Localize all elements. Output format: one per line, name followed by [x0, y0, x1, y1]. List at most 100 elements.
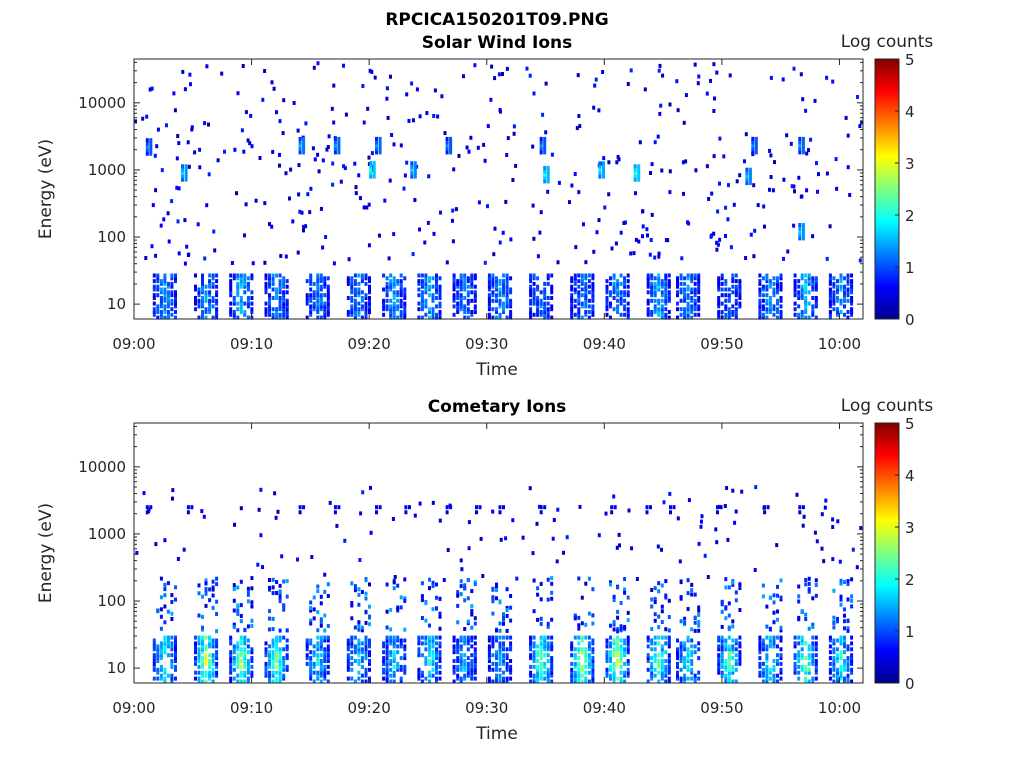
heatmap-cell [268, 296, 271, 300]
heatmap-cell [489, 97, 493, 102]
heatmap-cell [319, 635, 323, 640]
heatmap-cell [333, 147, 337, 151]
heatmap-cell [177, 186, 181, 191]
heatmap-cell [149, 151, 153, 156]
heatmap-cell [609, 281, 612, 286]
heatmap-cell [232, 301, 236, 306]
heatmap-cell [616, 287, 620, 292]
heatmap-cell [543, 312, 547, 317]
x-tick-label: 09:50 [700, 335, 743, 353]
heatmap-cell [653, 641, 657, 646]
heatmap-cell [650, 647, 654, 652]
heatmap-cell [779, 647, 783, 652]
heatmap-cell [346, 647, 350, 652]
heatmap-cell [215, 656, 219, 661]
heatmap-cell [435, 582, 438, 587]
heatmap-cell [502, 661, 505, 666]
heatmap-cell [495, 664, 498, 669]
heatmap-cell [650, 312, 654, 317]
heatmap-cell [724, 679, 728, 684]
heatmap-cell [346, 656, 350, 661]
heatmap-cell [309, 661, 313, 666]
heatmap-cell [532, 236, 536, 241]
heatmap-cell [487, 647, 491, 652]
heatmap-cell [584, 290, 588, 295]
heatmap-cell [166, 293, 170, 298]
heatmap-cell [250, 664, 254, 669]
heatmap-cell [539, 638, 543, 643]
heatmap-cell [360, 664, 364, 669]
heatmap-cell [660, 659, 664, 663]
heatmap-cell [170, 644, 174, 649]
heatmap-cell [832, 656, 836, 661]
heatmap-cell [682, 120, 686, 125]
heatmap-cell [798, 143, 802, 148]
heatmap-cell [495, 310, 498, 314]
heatmap-cell [359, 196, 362, 201]
heatmap-cell [451, 218, 454, 223]
heatmap-cell [289, 167, 293, 172]
heatmap-cell [316, 301, 320, 306]
heatmap-cell [805, 188, 809, 193]
heatmap-cell [776, 659, 779, 663]
heatmap-cell [499, 537, 503, 542]
heatmap-cell [832, 276, 836, 281]
heatmap-cell [570, 287, 574, 292]
heatmap-cell [309, 641, 313, 646]
heatmap-cell [846, 644, 850, 649]
heatmap-cell [382, 307, 386, 312]
heatmap-cell [683, 298, 687, 303]
heatmap-cell [316, 647, 320, 652]
heatmap-cell [346, 664, 350, 669]
heatmap-cell [319, 638, 323, 643]
heatmap-cell [271, 312, 275, 317]
heatmap-cell [528, 73, 532, 78]
heatmap-cell [268, 585, 271, 590]
heatmap-cell [667, 273, 671, 278]
heatmap-cell [236, 608, 240, 613]
heatmap-cell [163, 587, 167, 592]
heatmap-cell [156, 307, 160, 312]
heatmap-cell [676, 284, 679, 289]
heatmap-cell [174, 656, 177, 661]
heatmap-cell [712, 62, 716, 67]
heatmap-cell [616, 635, 620, 640]
heatmap-cell [804, 296, 808, 300]
heatmap-cell [693, 592, 697, 597]
heatmap-cell [570, 673, 574, 678]
heatmap-cell [360, 625, 364, 630]
heatmap-cell [145, 144, 149, 149]
heatmap-cell [439, 210, 442, 215]
heatmap-cell [463, 635, 467, 640]
heatmap-cell [360, 296, 364, 300]
heatmap-cell [846, 626, 850, 631]
heatmap-cell [271, 641, 275, 646]
heatmap-cell [353, 161, 357, 166]
heatmap-cell [609, 650, 612, 655]
heatmap-cell [509, 618, 513, 623]
heatmap-cell [403, 627, 407, 632]
heatmap-cell [159, 296, 163, 300]
heatmap-cell [738, 287, 742, 292]
heatmap-cell [232, 583, 236, 588]
heatmap-cell [816, 189, 819, 194]
heatmap-cell [686, 284, 690, 289]
heatmap-cell [779, 312, 783, 317]
heatmap-cell [207, 122, 210, 127]
heatmap-cell [697, 623, 701, 628]
heatmap-cell [543, 304, 547, 309]
heatmap-cell [697, 605, 701, 610]
heatmap-cell [811, 279, 815, 284]
heatmap-cell [326, 312, 330, 317]
heatmap-cell [804, 612, 808, 617]
heatmap-cell [305, 293, 309, 298]
heatmap-cell [776, 284, 779, 289]
heatmap-cell [403, 667, 407, 672]
heatmap-cell [650, 656, 654, 661]
heatmap-cell [587, 661, 591, 666]
heatmap-cell [435, 679, 438, 684]
heatmap-cell [664, 273, 668, 278]
heatmap-cell [538, 504, 541, 509]
heatmap-cell [650, 638, 654, 643]
heatmap-cell [268, 281, 271, 286]
